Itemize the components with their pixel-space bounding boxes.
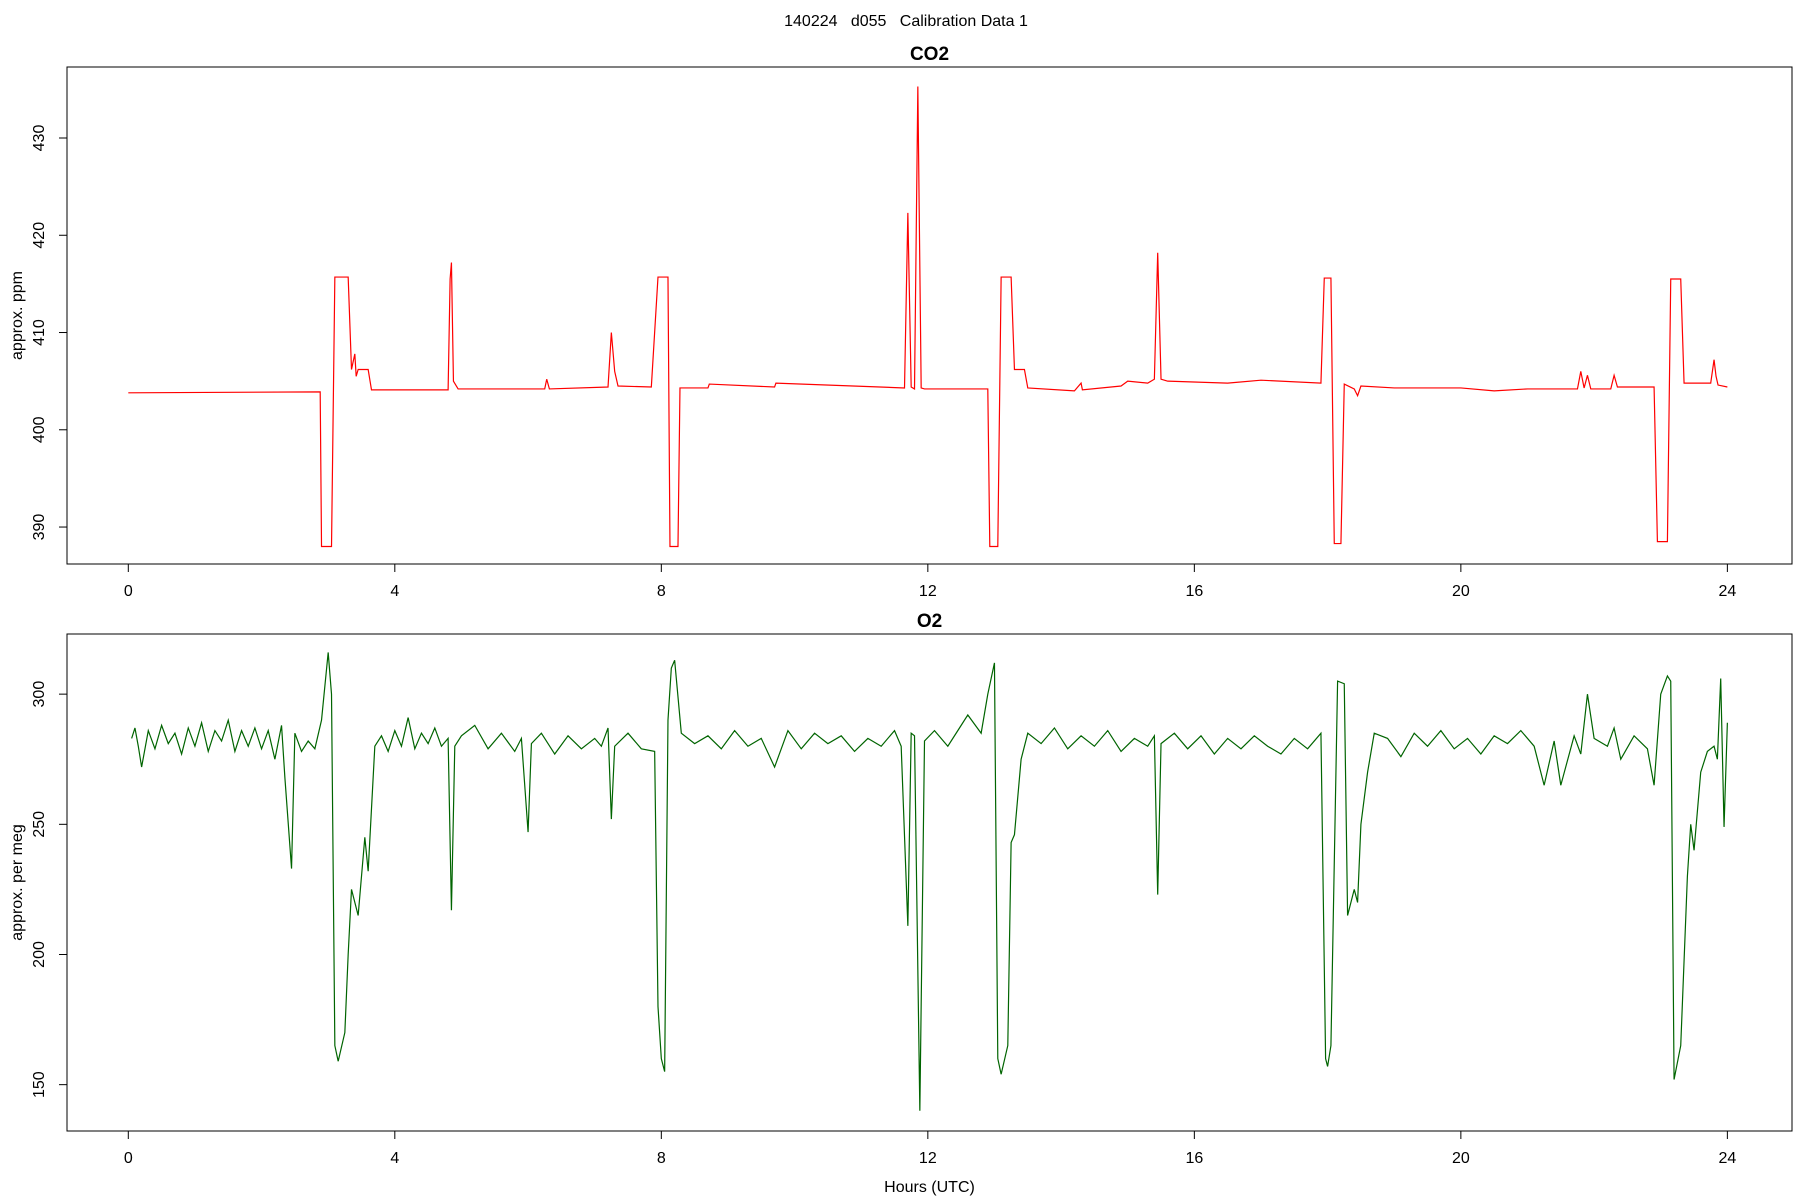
y-tick-label: 390 [31,514,48,541]
plot-title: CO2 [910,44,949,65]
x-tick-label: 16 [1185,583,1203,600]
x-axis-label: Hours (UTC) [884,1179,975,1196]
x-tick-label: 0 [124,583,133,600]
plot-title: O2 [917,611,942,632]
y-tick-label: 150 [31,1071,48,1098]
x-tick-label: 8 [657,1150,666,1167]
y-tick-label: 420 [31,222,48,249]
x-tick-label: 16 [1185,1150,1203,1167]
x-tick-label: 4 [390,583,399,600]
x-tick-label: 12 [919,583,937,600]
x-tick-label: 4 [390,1150,399,1167]
data-line [128,86,1728,548]
y-tick-label: 400 [31,416,48,443]
y-tick-label: 300 [31,681,48,708]
x-tick-label: 8 [657,583,666,600]
data-line [131,652,1728,1111]
x-tick-label: 24 [1718,1150,1736,1167]
x-tick-label: 20 [1452,1150,1470,1167]
figure-title: 140224 d055 Calibration Data 1 [784,13,1028,30]
x-tick-label: 20 [1452,583,1470,600]
x-tick-label: 0 [124,1150,133,1167]
y-tick-label: 410 [31,319,48,346]
y-tick-label: 200 [31,941,48,968]
y-axis-label: approx. ppm [9,271,26,360]
y-tick-label: 430 [31,125,48,152]
x-tick-label: 24 [1718,583,1736,600]
x-tick-label: 12 [919,1150,937,1167]
y-axis-label: approx. per meg [9,824,26,941]
y-tick-label: 250 [31,811,48,838]
